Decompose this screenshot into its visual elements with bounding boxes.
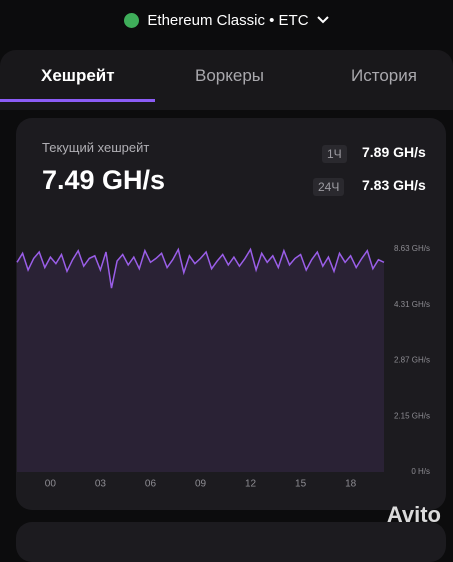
period-value: 7.89 GH/s	[362, 144, 426, 160]
x-tick-label: 15	[295, 479, 307, 490]
x-tick-label: 03	[95, 479, 107, 490]
y-tick-label: 0 H/s	[411, 467, 430, 476]
chevron	[316, 16, 329, 24]
x-tick-label: 06	[145, 479, 157, 490]
period-badge: 1Ч	[322, 145, 347, 163]
coin-selector[interactable]: Ethereum Classic • ETC	[0, 6, 453, 34]
y-tick-label: 8.63 GH/s	[394, 244, 430, 253]
line	[16, 247, 385, 289]
y-tick-label: 4.31 GH/s	[394, 300, 430, 309]
tab[interactable]: История	[351, 66, 417, 85]
screen: Ethereum Classic • ETC Хешрейт Воркеры И…	[0, 6, 453, 562]
x-tick-label: 12	[245, 479, 257, 490]
coin-icon	[124, 12, 140, 28]
tab-indicator	[0, 99, 155, 102]
x-tick-label: 00	[45, 479, 57, 490]
area-fill	[17, 249, 384, 472]
tab[interactable]: Хешрейт	[41, 66, 115, 85]
chart: 0 H/s 2.15 GH/s 2.87 GH/s 4.31 GH/s 8.63 GH/…	[16, 244, 430, 490]
tab[interactable]: Воркеры	[195, 66, 265, 85]
current-hashrate: 7.49 GH/s	[42, 165, 166, 195]
x-tick-label: 09	[195, 479, 207, 490]
period-badge: 24Ч	[313, 178, 345, 196]
period-value: 7.83 GH/s	[362, 177, 426, 193]
coin-name: Ethereum Classic • ETC	[147, 11, 309, 29]
card-label: Текущий хешрейт	[42, 140, 150, 155]
y-tick-label: 2.87 GH/s	[394, 356, 430, 365]
y-tick-label: 2.15 GH/s	[394, 411, 430, 420]
page: Hashrate {"header": {"coin": "Ethereum C…	[0, 6, 453, 562]
x-tick-label: 18	[345, 479, 357, 490]
watermark: Avito	[386, 502, 441, 527]
